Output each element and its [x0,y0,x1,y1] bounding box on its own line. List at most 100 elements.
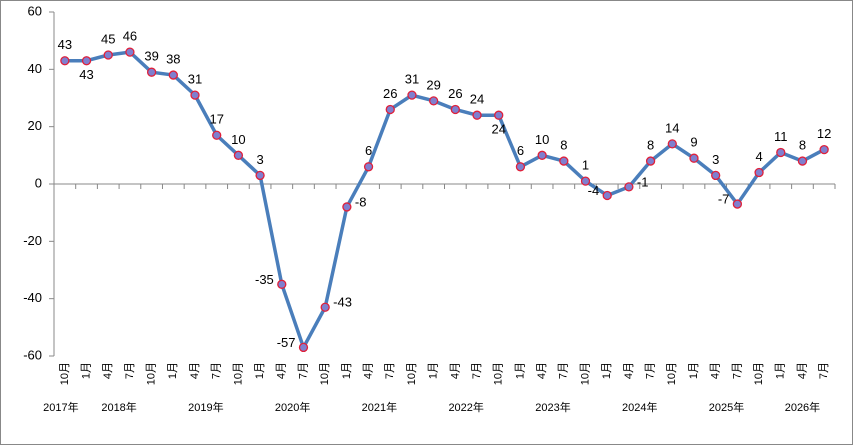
data-label: 11 [774,129,788,144]
x-tick-label: 7月 [558,362,570,379]
data-label: 46 [123,29,137,44]
point [342,202,352,212]
point [602,190,612,201]
data-label: 26 [383,86,397,101]
year-label: 2023年 [535,400,570,414]
y-tick-label: 20 [28,118,42,133]
data-label: 6 [365,143,372,158]
y-tick-label: 40 [28,61,42,76]
x-tick-label: 10月 [579,362,591,385]
data-label: -35 [255,272,274,287]
data-label: 8 [799,138,806,153]
point [429,96,439,106]
x-tick-label: 10月 [232,362,244,385]
data-label: 39 [144,49,158,64]
x-tick-label: 1月 [428,362,440,379]
x-tick-label: 1月 [254,362,266,379]
year-label: 2017年 [43,400,78,414]
point [363,162,374,172]
data-label: 24 [492,122,506,137]
point [776,147,786,158]
data-label: 8 [560,138,567,153]
x-tick-label: 7月 [818,362,830,379]
point [60,56,70,66]
year-label: 2018年 [101,400,136,414]
y-tick-label: 60 [28,3,42,18]
x-tick-label: 10月 [319,362,331,385]
point [689,153,699,163]
data-label: 10 [231,132,245,147]
data-label: -7 [718,192,730,207]
data-label: 26 [448,86,462,101]
point [81,56,92,66]
data-label: 14 [665,120,679,135]
year-label: 2022年 [448,400,483,414]
data-label: 43 [58,37,72,52]
year-label: 2019年 [188,400,223,414]
data-label: -1 [637,174,649,189]
x-tick-label: 10月 [146,362,158,385]
data-label: 8 [647,138,654,153]
x-tick-label: 10月 [59,362,71,385]
data-label: 38 [166,52,180,67]
x-tick-label: 10月 [493,362,505,385]
y-tick-label: 0 [35,175,42,190]
point [168,70,178,80]
x-tick-label: 7月 [471,362,483,379]
x-tick-label: 7月 [731,362,743,379]
point [645,156,656,166]
point [385,104,395,115]
point [472,110,482,120]
year-label: 2021年 [362,400,397,414]
x-tick-label: 7月 [124,362,136,379]
data-label: 3 [256,152,263,167]
data-label: -57 [277,335,296,350]
x-tick-label: 4月 [536,362,548,379]
y-tick-label: -60 [23,347,42,362]
data-label: 4 [755,149,762,164]
year-label: 2024年 [622,400,657,414]
point [255,170,265,181]
year-label: 2026年 [785,400,820,414]
x-tick-label: 1月 [167,362,179,379]
point [125,47,135,57]
point [819,144,829,155]
x-tick-label: 1月 [341,362,353,379]
point [624,182,634,192]
point [754,167,764,178]
point [233,150,244,160]
point [580,176,591,186]
data-label: 17 [209,112,223,127]
data-label: 1 [582,158,589,173]
data-label: 24 [470,92,484,107]
point [667,139,677,149]
y-tick-label: -20 [23,233,42,248]
point [797,156,808,166]
data-label: 29 [426,77,440,92]
data-label: 45 [101,31,115,46]
point [732,199,743,209]
data-label: 31 [405,72,419,87]
x-tick-label: 1月 [514,362,526,379]
data-label: 3 [712,152,719,167]
x-tick-label: 7月 [645,362,657,379]
x-tick-label: 1月 [601,362,613,379]
point [146,67,157,77]
year-label: 2025年 [709,400,744,414]
data-label: 9 [690,135,697,150]
point [537,150,547,160]
x-tick-label: 10月 [753,362,765,385]
data-label: -4 [588,183,600,198]
point [298,342,309,353]
point [320,302,330,312]
point [277,279,287,289]
point [212,130,222,140]
x-tick-label: 7月 [384,362,396,379]
x-tick-label: 4月 [189,362,201,379]
data-label: 6 [517,143,524,158]
x-tick-label: 7月 [297,362,309,379]
data-label: 10 [535,132,549,147]
data-label: 12 [817,126,831,141]
x-tick-label: 10月 [666,362,678,385]
